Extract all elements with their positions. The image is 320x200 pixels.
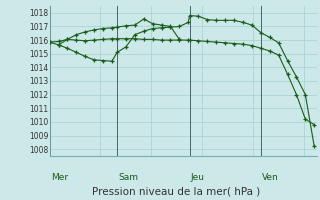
Text: Jeu: Jeu	[191, 172, 205, 182]
Text: Ven: Ven	[262, 172, 279, 182]
Text: Mer: Mer	[51, 172, 68, 182]
Text: Sam: Sam	[118, 172, 138, 182]
Text: Pression niveau de la mer( hPa ): Pression niveau de la mer( hPa )	[92, 187, 260, 197]
